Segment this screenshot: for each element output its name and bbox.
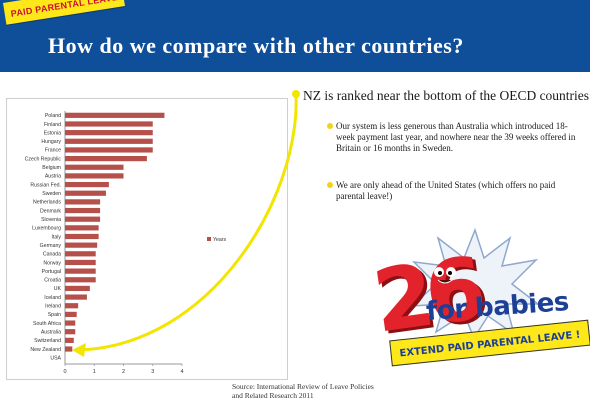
bullet-dot-icon	[327, 182, 333, 188]
category-label: Australia	[41, 330, 61, 336]
monster-face-icon	[434, 267, 456, 284]
category-label: Switzerland	[34, 338, 61, 344]
category-label: Iceland	[44, 295, 61, 301]
bar	[65, 268, 96, 274]
bar	[65, 285, 90, 292]
bar	[65, 164, 124, 170]
category-label: Czech Republic	[25, 156, 62, 162]
category-label: Canada	[43, 252, 61, 258]
bar	[65, 225, 99, 231]
category-label: Germany	[40, 243, 62, 249]
campaign-badge: 26 for babies EXTEND PAID PARENTAL LEAVE…	[360, 228, 590, 396]
bullet-text: Our system is less generous than Austral…	[336, 121, 576, 153]
bar	[65, 320, 76, 326]
x-tick-label: 4	[180, 369, 183, 375]
bar	[65, 311, 77, 317]
category-label: Portugal	[42, 269, 61, 275]
bar	[65, 121, 153, 127]
arrow-curve-start-dot	[292, 90, 300, 98]
bar	[65, 216, 101, 222]
bullet-text: We are only ahead of the United States (…	[336, 180, 556, 201]
x-tick-label: 3	[151, 369, 154, 375]
category-label: Belgium	[42, 165, 61, 171]
section-tag-label: PAID PARENTAL LEAVE	[10, 0, 119, 19]
category-label: Slovenia	[41, 217, 61, 223]
bar	[65, 173, 124, 179]
bar	[65, 199, 101, 205]
category-label: Italy	[51, 234, 61, 240]
category-label: France	[45, 148, 61, 154]
category-label: New Zealand	[30, 347, 61, 353]
bar	[65, 303, 79, 309]
bar	[65, 294, 87, 300]
x-tick-label: 1	[93, 369, 96, 375]
x-tick-label: 2	[122, 369, 125, 375]
bar	[65, 138, 153, 144]
category-label: Norway	[43, 260, 61, 266]
bar-chart: Poland Finland Estonia Hungary France Czech R…	[25, 111, 226, 375]
legend-swatch	[207, 237, 211, 241]
bar	[65, 207, 101, 214]
bullet-dot-icon	[327, 123, 333, 129]
bar	[65, 181, 109, 188]
chart-panel: Poland Finland Estonia Hungary France Czech R…	[6, 98, 288, 380]
bar	[65, 251, 96, 257]
bar	[65, 242, 98, 248]
starburst-icon	[410, 228, 540, 338]
category-label: Spain	[48, 312, 61, 318]
bar	[65, 130, 153, 136]
category-label: Croatia	[44, 278, 61, 284]
category-label: Denmark	[40, 208, 61, 214]
bullet-item: We are only ahead of the United States (…	[327, 180, 586, 202]
category-label: Finland	[44, 122, 61, 128]
category-label: Netherlands	[33, 200, 61, 206]
category-label: Hungary	[41, 139, 61, 145]
section-tag: PAID PARENTAL LEAVE	[3, 0, 126, 25]
page-title: How do we compare with other countries?	[48, 33, 464, 58]
bar	[65, 346, 73, 352]
category-label: Poland	[45, 113, 61, 119]
bar	[65, 329, 76, 335]
category-label: South Africa	[33, 321, 61, 327]
legend-label: Years	[213, 237, 226, 243]
bar	[65, 233, 99, 240]
bar	[65, 277, 96, 283]
bar	[65, 259, 96, 266]
headline: NZ is ranked near the bottom of the OECD…	[303, 88, 590, 103]
bar	[65, 190, 106, 196]
category-label: Ireland	[45, 304, 61, 310]
category-label: Austria	[45, 174, 61, 180]
category-label: Estonia	[44, 130, 61, 136]
source-note: Source: International Review of Leave Po…	[232, 382, 374, 400]
category-label: USA	[50, 355, 61, 361]
category-label: Russian Fed.	[30, 182, 61, 188]
bar	[65, 156, 147, 162]
category-label: Sweden	[42, 191, 61, 197]
category-label: UK	[54, 286, 62, 292]
header-banner: PAID PARENTAL LEAVE How do we compare wi…	[0, 0, 590, 72]
x-tick-label: 0	[63, 369, 66, 375]
category-label: Luxembourg	[32, 226, 61, 232]
bar	[65, 147, 153, 153]
bar	[65, 112, 165, 118]
bar	[65, 337, 74, 343]
bullet-item: Our system is less generous than Austral…	[327, 121, 586, 154]
